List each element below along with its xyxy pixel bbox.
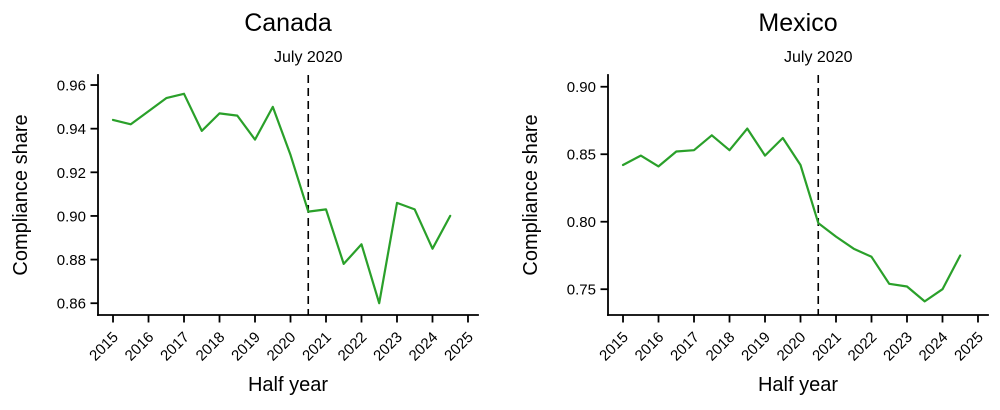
canada-chart-svg: 0.86 0.88 0.90 0.92 0.94 0.96 2015 2016 2017 2018… bbox=[10, 9, 479, 396]
x-tick-label: 2021 bbox=[299, 329, 335, 365]
reference-line-label: July 2020 bbox=[784, 49, 853, 66]
x-tick-label: 2019 bbox=[228, 329, 264, 365]
x-axis-title: Half year bbox=[758, 374, 838, 396]
x-tick-label: 2022 bbox=[335, 329, 371, 365]
mexico-chart-svg: 0.75 0.80 0.85 0.90 2015 2016 2017 2018 2019 2020… bbox=[520, 9, 989, 396]
y-tick-label: 0.85 bbox=[567, 147, 596, 164]
x-tick-label: 2018 bbox=[703, 329, 739, 365]
compliance-share-line bbox=[621, 127, 962, 303]
canada-chart-panel: 0.86 0.88 0.90 0.92 0.94 0.96 2015 2016 2017 2018… bbox=[10, 9, 479, 396]
x-tick-label: 2016 bbox=[632, 329, 668, 365]
y-tick-label: 0.92 bbox=[57, 165, 86, 182]
x-tick-label: 2018 bbox=[193, 329, 229, 365]
chart-title: Mexico bbox=[758, 9, 837, 37]
x-tick-label: 2017 bbox=[667, 329, 703, 365]
y-tick-label: 0.88 bbox=[57, 252, 86, 269]
x-tick-label: 2023 bbox=[370, 329, 406, 365]
y-axis-title: Compliance share bbox=[520, 114, 542, 275]
x-tick-label: 2025 bbox=[441, 329, 477, 365]
x-tick-label: 2017 bbox=[157, 329, 193, 365]
y-tick-label: 0.80 bbox=[567, 214, 596, 231]
y-axis-title: Compliance share bbox=[10, 114, 32, 275]
x-axis-title: Half year bbox=[248, 374, 328, 396]
chart-title: Canada bbox=[244, 9, 332, 37]
mexico-chart-panel: 0.75 0.80 0.85 0.90 2015 2016 2017 2018 2019 2020… bbox=[500, 0, 1000, 410]
y-tick-label: 0.96 bbox=[57, 78, 86, 95]
x-tick-label: 2015 bbox=[596, 329, 632, 365]
reference-line-label: July 2020 bbox=[274, 49, 343, 66]
compliance-share-line bbox=[111, 92, 452, 305]
x-tick-label: 2025 bbox=[951, 329, 987, 365]
y-tick-label: 0.90 bbox=[567, 79, 596, 96]
x-tick-label: 2015 bbox=[86, 329, 122, 365]
x-tick-label: 2024 bbox=[916, 329, 952, 365]
y-tick-label: 0.75 bbox=[567, 282, 596, 299]
x-tick-label: 2019 bbox=[738, 329, 774, 365]
x-tick-label: 2020 bbox=[264, 329, 300, 365]
x-tick-label: 2021 bbox=[809, 329, 845, 365]
x-tick-label: 2020 bbox=[774, 329, 810, 365]
y-tick-label: 0.86 bbox=[57, 296, 86, 313]
x-tick-label: 2016 bbox=[122, 329, 158, 365]
x-tick-label: 2024 bbox=[406, 329, 442, 365]
y-tick-label: 0.90 bbox=[57, 208, 86, 225]
x-tick-label: 2023 bbox=[880, 329, 916, 365]
y-tick-label: 0.94 bbox=[57, 121, 86, 138]
x-tick-label: 2022 bbox=[845, 329, 881, 365]
